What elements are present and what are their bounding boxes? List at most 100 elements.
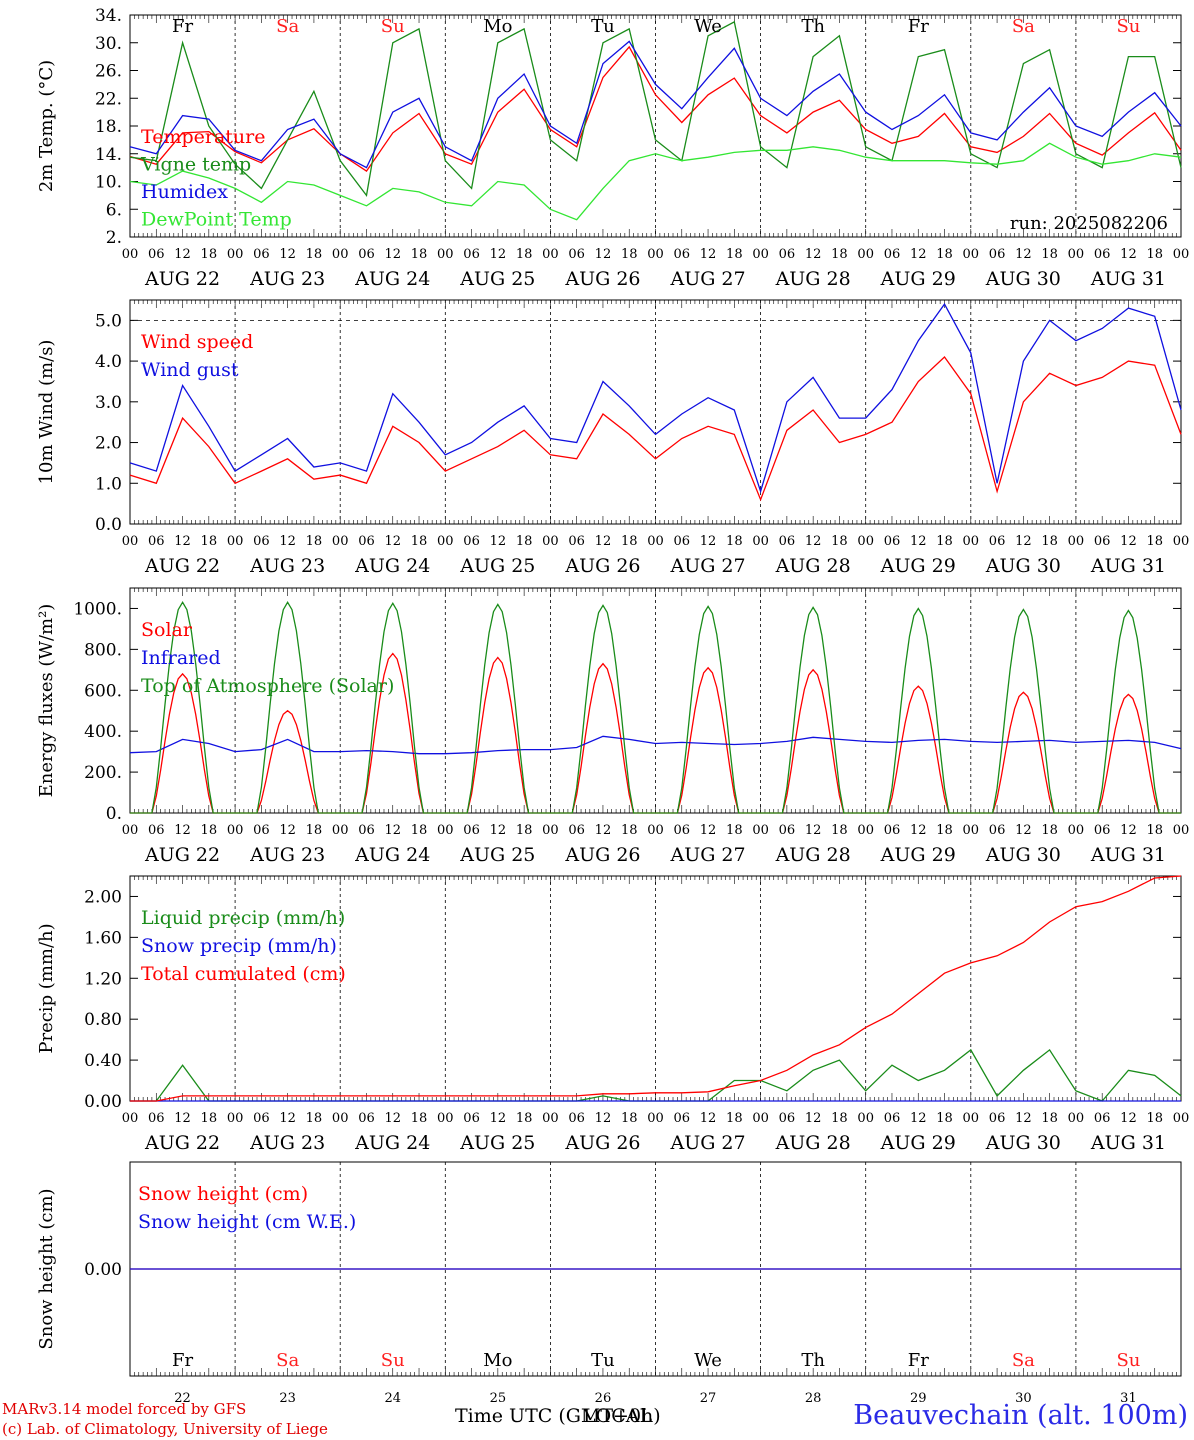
x-hour-label: 18 <box>831 1111 848 1126</box>
x-hour-label: 00 <box>857 247 874 262</box>
x-date-label: AUG 25 <box>459 844 535 866</box>
x-hour-label: 00 <box>647 823 664 838</box>
x-date-label: AUG 28 <box>775 1132 851 1154</box>
series-line-wind-speed <box>129 356 1182 502</box>
plot-frame <box>129 299 1182 525</box>
x-hour-label: 12 <box>1015 1111 1032 1126</box>
y-tick-label: 1000. <box>73 599 122 619</box>
x-hour-label: 12 <box>595 534 612 549</box>
x-date-label: AUG 26 <box>564 555 640 577</box>
x-hour-label: 06 <box>779 534 796 549</box>
x-date-label: AUG 22 <box>144 844 220 866</box>
x-hour-label: 06 <box>463 247 480 262</box>
x-date-label: AUG 27 <box>669 1132 745 1154</box>
x-hour-label: 18 <box>1041 534 1058 549</box>
day-number-label: 24 <box>384 1391 401 1406</box>
x-hour-label: 12 <box>700 823 717 838</box>
x-hour-label: 12 <box>384 247 401 262</box>
legend-entry: Total cumulated (cm) <box>141 963 346 985</box>
x-hour-label: 00 <box>122 247 139 262</box>
x-hour-label: 00 <box>1068 534 1085 549</box>
x-hour-label: 00 <box>227 534 244 549</box>
x-hour-label: 06 <box>358 534 375 549</box>
legend-entry: Snow height (cm) <box>138 1183 308 1205</box>
x-hour-label: 12 <box>1015 534 1032 549</box>
x-hour-label: 00 <box>1173 1111 1190 1126</box>
y-tick-label: 30. <box>95 34 122 54</box>
x-hour-label: 18 <box>306 247 323 262</box>
x-date-label: AUG 22 <box>144 555 220 577</box>
credit-line-1: MARv3.14 model forced by GFS <box>2 1400 247 1418</box>
x-hour-label: 12 <box>384 1111 401 1126</box>
x-hour-label: 00 <box>542 534 559 549</box>
legend-entry: Liquid precip (mm/h) <box>141 907 345 929</box>
x-hour-label: 12 <box>910 1111 927 1126</box>
x-date-label: AUG 23 <box>249 1132 325 1154</box>
panel-wind <box>129 299 1182 525</box>
x-hour-label: 18 <box>1146 534 1163 549</box>
x-hour-label: 12 <box>279 247 296 262</box>
x-hour-label: 06 <box>884 823 901 838</box>
x-date-label: AUG 25 <box>459 555 535 577</box>
x-date-label: AUG 30 <box>985 268 1061 290</box>
x-hour-label: 12 <box>1120 823 1137 838</box>
x-hour-label: 06 <box>989 247 1006 262</box>
x-hour-label: 00 <box>542 823 559 838</box>
x-hour-label: 00 <box>122 534 139 549</box>
x-hour-label: 06 <box>568 1111 585 1126</box>
x-hour-label: 06 <box>1094 247 1111 262</box>
x-date-label: AUG 31 <box>1090 1132 1166 1154</box>
x-date-label: AUG 23 <box>249 555 325 577</box>
x-hour-label: 06 <box>148 823 165 838</box>
x-hour-label: 12 <box>174 247 191 262</box>
x-hour-label: 06 <box>148 534 165 549</box>
x-hour-label: 18 <box>621 823 638 838</box>
x-hour-label: 18 <box>201 823 218 838</box>
x-hour-label: 00 <box>963 1111 980 1126</box>
x-hour-label: 12 <box>700 247 717 262</box>
y-tick-label: 34. <box>95 6 122 26</box>
legend-entry: Snow precip (mm/h) <box>141 935 337 957</box>
x-hour-label: 06 <box>253 1111 270 1126</box>
x-hour-label: 18 <box>1146 823 1163 838</box>
run-label: run: 2025082206 <box>1010 213 1168 234</box>
x-hour-label: 18 <box>411 1111 428 1126</box>
y-tick-label: 0.40 <box>84 1051 122 1071</box>
y-tick-label: 10. <box>95 173 122 193</box>
x-hour-label: 18 <box>726 1111 743 1126</box>
x-hour-label: 12 <box>700 534 717 549</box>
y-tick-label: 22. <box>95 89 122 109</box>
series-line-wind-gust <box>129 302 1182 494</box>
x-hour-label: 00 <box>542 1111 559 1126</box>
y-tick-label: 2.0 <box>95 434 122 454</box>
x-axis-title: Time UTC (GMT+0h) LOCAL <box>455 1405 661 1427</box>
x-hour-label: 00 <box>752 534 769 549</box>
day-number-label: 26 <box>595 1391 612 1406</box>
x-hour-label: 18 <box>936 1111 953 1126</box>
day-abbr-label: Su <box>381 16 405 37</box>
x-hour-label: 12 <box>384 823 401 838</box>
x-date-label: AUG 26 <box>564 1132 640 1154</box>
series-line-total-cumulated-cm- <box>130 875 1182 1102</box>
x-hour-label: 18 <box>936 823 953 838</box>
station-name: Beauvechain (alt. 100m) <box>853 1400 1188 1431</box>
series-line-humidex <box>129 40 1182 169</box>
x-hour-label: 12 <box>910 247 927 262</box>
panel-energy <box>129 587 1182 814</box>
x-hour-label: 18 <box>411 247 428 262</box>
x-date-label: AUG 31 <box>1090 555 1166 577</box>
x-hour-label: 00 <box>227 247 244 262</box>
x-hour-label: 12 <box>595 823 612 838</box>
day-abbr-label: Mo <box>483 16 512 37</box>
credit-line-2: (c) Lab. of Climatology, University of L… <box>2 1420 328 1438</box>
x-hour-label: 00 <box>752 247 769 262</box>
x-date-label: AUG 28 <box>775 555 851 577</box>
y-axis-label: Precip (mm/h) <box>36 923 57 1053</box>
x-hour-label: 12 <box>174 1111 191 1126</box>
x-hour-label: 06 <box>674 1111 691 1126</box>
x-hour-label: 00 <box>332 1111 349 1126</box>
x-hour-label: 00 <box>1068 823 1085 838</box>
y-tick-label: 0.0 <box>95 515 122 535</box>
x-hour-label: 18 <box>831 247 848 262</box>
x-hour-label: 18 <box>411 534 428 549</box>
